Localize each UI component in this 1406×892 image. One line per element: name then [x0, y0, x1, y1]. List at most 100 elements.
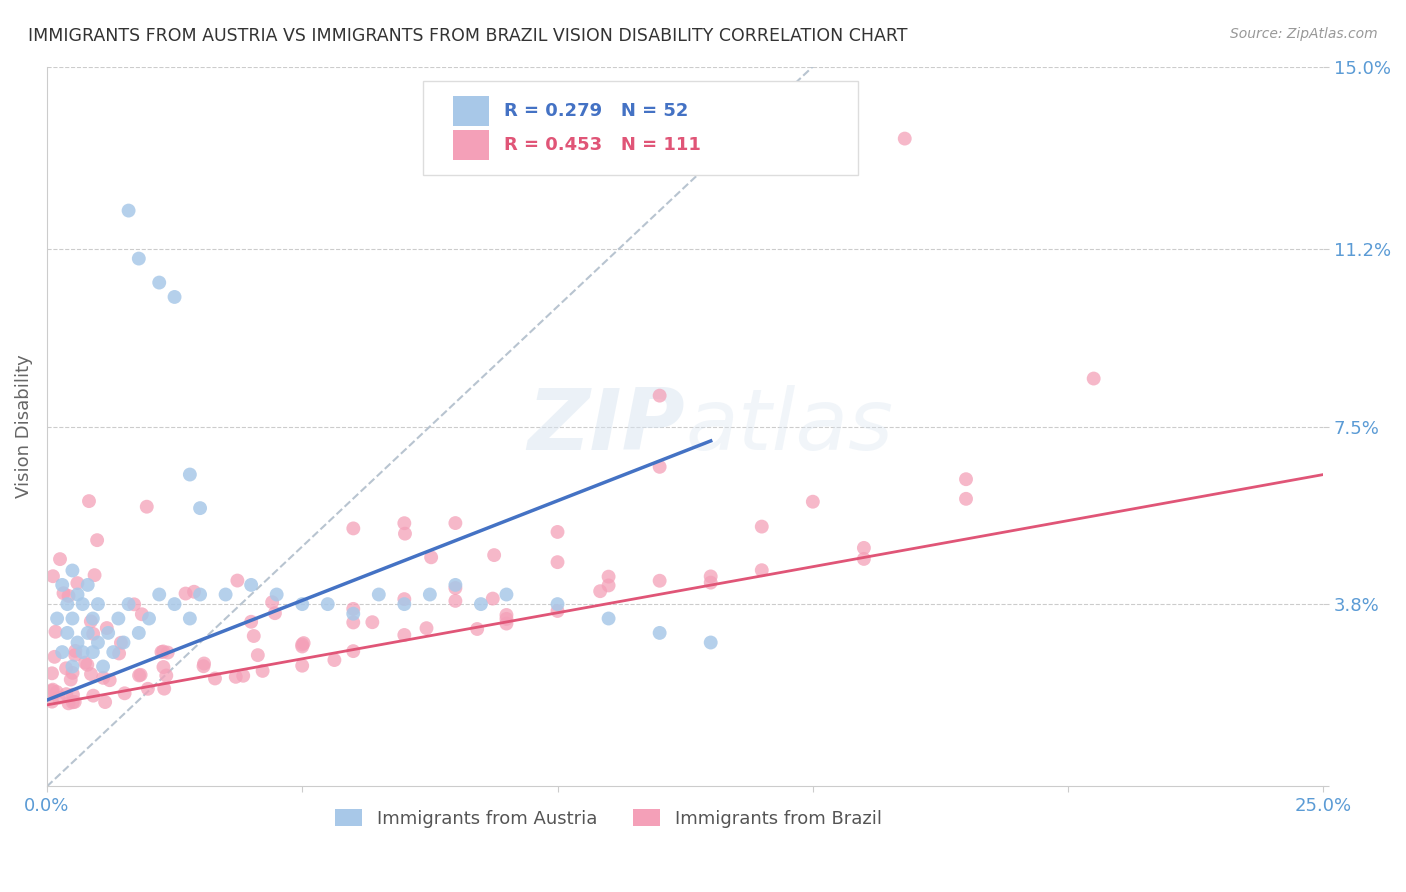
Point — [179, 467, 201, 482]
Point — [108, 647, 131, 661]
Point — [138, 611, 160, 625]
Point — [65, 644, 87, 658]
Point — [266, 587, 288, 601]
Point — [76, 578, 98, 592]
Point — [547, 597, 569, 611]
Point — [291, 658, 314, 673]
Point — [59, 673, 82, 687]
Point — [82, 689, 104, 703]
Point — [135, 500, 157, 514]
Point — [342, 615, 364, 630]
Point — [495, 616, 517, 631]
Point — [94, 695, 117, 709]
Point — [72, 645, 94, 659]
Point — [648, 389, 671, 403]
Point — [193, 659, 215, 673]
Point — [955, 491, 977, 506]
Point — [107, 611, 129, 625]
Point — [66, 587, 89, 601]
Point — [240, 578, 263, 592]
Point — [49, 552, 72, 566]
Point — [394, 516, 416, 531]
Point — [589, 584, 612, 599]
Point — [751, 519, 773, 533]
Point — [76, 626, 98, 640]
Text: IMMIGRANTS FROM AUSTRIA VS IMMIGRANTS FROM BRAZIL VISION DISABILITY CORRELATION : IMMIGRANTS FROM AUSTRIA VS IMMIGRANTS FR… — [28, 27, 908, 45]
Point — [46, 611, 69, 625]
Point — [292, 636, 315, 650]
Point — [193, 657, 215, 671]
Point — [316, 597, 339, 611]
Point — [262, 595, 284, 609]
Point — [80, 667, 103, 681]
Point — [598, 611, 620, 625]
Point — [419, 587, 441, 601]
Point — [188, 501, 211, 516]
Point — [495, 612, 517, 626]
Point — [699, 635, 721, 649]
Point — [547, 524, 569, 539]
Point — [495, 587, 517, 601]
Point — [86, 533, 108, 548]
Point — [598, 578, 620, 592]
Point — [117, 203, 139, 218]
Point — [128, 668, 150, 682]
Point — [77, 494, 100, 508]
Point — [232, 669, 254, 683]
Point — [751, 563, 773, 577]
Point — [246, 648, 269, 662]
Point — [155, 668, 177, 682]
Text: R = 0.279   N = 52: R = 0.279 N = 52 — [503, 103, 689, 120]
Point — [41, 695, 63, 709]
Point — [342, 607, 364, 621]
Point — [150, 645, 173, 659]
Point — [547, 604, 569, 618]
Point — [598, 569, 620, 583]
Y-axis label: Vision Disability: Vision Disability — [15, 355, 32, 499]
Point — [152, 660, 174, 674]
Point — [394, 597, 416, 611]
Text: Source: ZipAtlas.com: Source: ZipAtlas.com — [1230, 27, 1378, 41]
Point — [547, 555, 569, 569]
Point — [128, 626, 150, 640]
Point — [361, 615, 384, 630]
Point — [495, 607, 517, 622]
Point — [76, 657, 98, 672]
Point — [66, 576, 89, 591]
Point — [482, 548, 505, 562]
Point — [481, 591, 503, 606]
Point — [58, 589, 80, 603]
Point — [52, 586, 75, 600]
FancyBboxPatch shape — [453, 96, 488, 127]
Point — [51, 578, 73, 592]
Legend: Immigrants from Austria, Immigrants from Brazil: Immigrants from Austria, Immigrants from… — [328, 802, 889, 835]
Point — [852, 552, 875, 566]
Point — [44, 649, 66, 664]
Text: ZIP: ZIP — [527, 385, 685, 468]
Point — [893, 131, 915, 145]
FancyBboxPatch shape — [423, 81, 858, 175]
Point — [103, 645, 125, 659]
Point — [117, 597, 139, 611]
Point — [465, 622, 488, 636]
Point — [55, 661, 77, 675]
Point — [82, 611, 104, 625]
Point — [225, 670, 247, 684]
Point — [112, 635, 135, 649]
Point — [87, 597, 110, 611]
Point — [42, 682, 65, 697]
Point — [444, 516, 467, 530]
Point — [62, 659, 84, 673]
Point — [58, 696, 80, 710]
Point — [204, 672, 226, 686]
Point — [83, 568, 105, 582]
Point — [240, 615, 263, 629]
Point — [96, 621, 118, 635]
Point — [291, 597, 314, 611]
Point — [156, 646, 179, 660]
Point — [91, 671, 114, 685]
Point — [56, 597, 79, 611]
Point — [955, 472, 977, 486]
Point — [62, 564, 84, 578]
Point — [87, 635, 110, 649]
